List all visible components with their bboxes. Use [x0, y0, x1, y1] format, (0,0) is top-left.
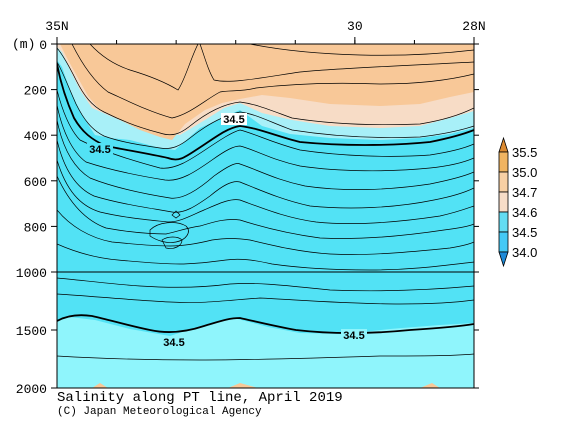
y-tick-label: 1000 — [16, 266, 47, 281]
y-tick-label: 200 — [24, 84, 47, 99]
isohaline-34.5-deep — [57, 314, 474, 334]
y-tick-label: 1500 — [16, 324, 47, 339]
colorbar-top-arrow — [498, 136, 509, 153]
colorbar-segment — [498, 231, 509, 253]
colorbar: 35.5 35.0 34.7 34.6 34.5 34.0 — [498, 136, 537, 268]
contour-label-bg-2 — [221, 113, 247, 125]
y-tick-label: 400 — [24, 129, 47, 144]
contour-label-bg-4 — [341, 329, 367, 341]
colorbar-label: 35.5 — [512, 145, 537, 160]
contour-labels: 34.5 34.5 34.5 34.5 — [87, 113, 367, 349]
fill-bottom-center — [228, 383, 258, 388]
contour-mid-2 — [57, 104, 474, 181]
y-axis: 0 200 400 600 800 1000 1500 2000 — [16, 38, 479, 397]
contour-label-bg-3 — [161, 336, 187, 348]
fill-bottom-left — [92, 383, 108, 388]
contour-label-2: 34.5 — [223, 114, 244, 126]
contour-eddy-outer — [149, 222, 189, 243]
contour-label-3: 34.5 — [163, 337, 184, 349]
contour-34.6 — [57, 61, 474, 149]
contour-upper-2 — [89, 44, 199, 91]
contour-mid-6 — [57, 175, 474, 239]
isohaline-34.5-upper — [57, 63, 474, 161]
colorbar-bottom-arrow — [498, 251, 509, 268]
colorbar-label: 35.0 — [512, 165, 537, 180]
fill-34.7-35.0 — [60, 44, 474, 140]
contour-label-1: 34.5 — [89, 144, 110, 156]
contour-upper-3 — [199, 44, 474, 82]
contour-bottom-1 — [57, 353, 474, 361]
contour-mid-8 — [57, 243, 474, 271]
contour-label-bg-1 — [87, 143, 113, 155]
contour-34.7 — [57, 47, 474, 136]
plot-frame — [56, 43, 475, 389]
contour-mid-3 — [57, 119, 474, 199]
contour-eddy-inner — [161, 236, 183, 249]
x-tick-label: 35N — [45, 19, 68, 34]
chart-credit: (C) Japan Meteorological Agency — [57, 406, 262, 418]
contour-deep-1 — [57, 277, 474, 292]
y-tick-label: 0 — [39, 38, 47, 53]
contour-mid-7 — [57, 209, 474, 255]
contour-upper-1 — [71, 44, 474, 119]
colorbar-segment — [498, 191, 509, 213]
contour-label-4: 34.5 — [343, 330, 364, 342]
x-tick-label: 30 — [347, 19, 363, 34]
y-tick-label: 2000 — [16, 382, 47, 397]
x-tick-label: 28N — [462, 19, 485, 34]
y-tick-label: 800 — [24, 220, 47, 235]
colorbar-label: 34.0 — [512, 245, 537, 260]
salinity-fill-layers — [57, 44, 474, 388]
y-axis-unit-label: (m) — [12, 37, 35, 52]
contour-mid-5 — [57, 159, 474, 224]
colorbar-label: 34.6 — [512, 205, 537, 220]
fill-bottom-right — [420, 383, 440, 388]
contour-deep-2 — [57, 293, 474, 305]
colorbar-label: 34.5 — [512, 225, 537, 240]
isohaline-34.5-lines — [57, 63, 474, 334]
contour-lines — [57, 44, 474, 361]
contour-upper-4 — [249, 44, 474, 56]
colorbar-segment — [498, 171, 509, 193]
x-axis: 35N 30 28N — [45, 19, 486, 44]
contour-eddy-point — [171, 210, 181, 219]
contour-mid-4 — [57, 139, 474, 213]
chart-title: Salinity along PT line, April 2019 — [57, 390, 343, 406]
y-tick-label: 600 — [24, 175, 47, 190]
colorbar-label: 34.7 — [512, 185, 537, 200]
colorbar-segment — [498, 151, 509, 173]
colorbar-segment — [498, 211, 509, 233]
